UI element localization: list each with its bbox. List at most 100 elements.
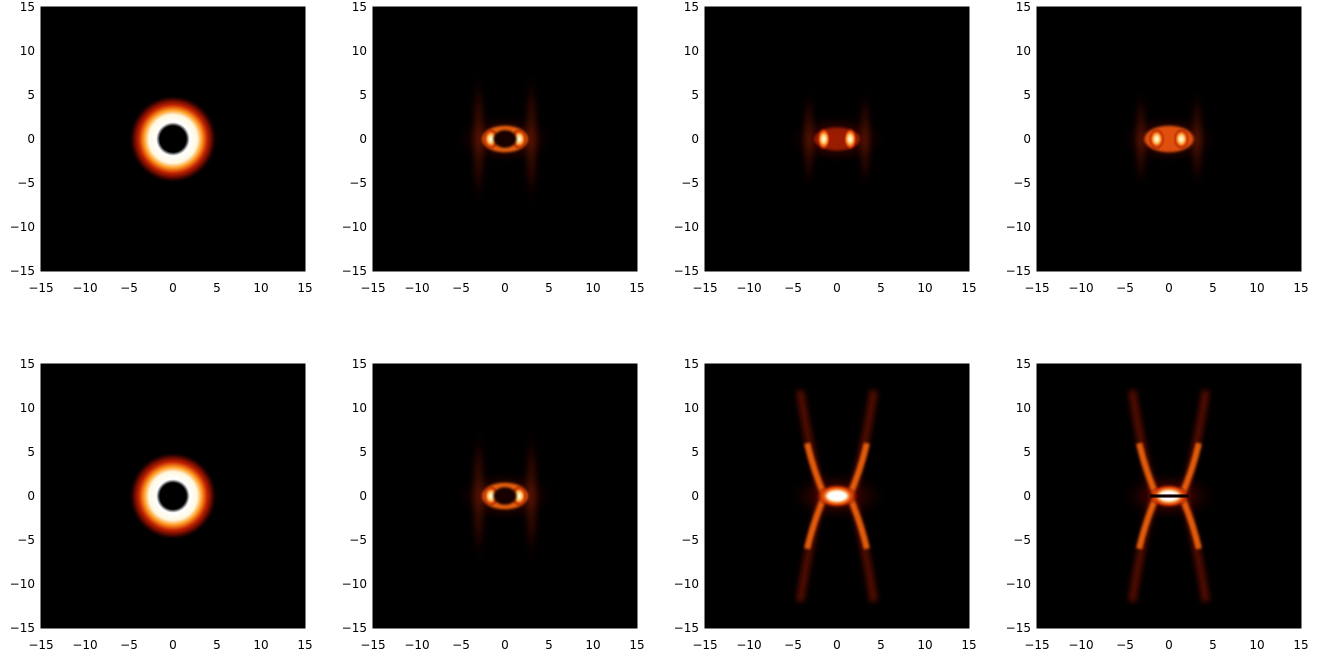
streak-mark bbox=[1190, 86, 1205, 192]
y-tick-label: 15 bbox=[352, 357, 367, 371]
x-tick-label: 15 bbox=[297, 638, 312, 652]
streak-mark bbox=[1133, 86, 1148, 192]
y-tick-label: −15 bbox=[10, 621, 35, 635]
hot-spot-mark bbox=[483, 128, 499, 150]
x-tick-label: −10 bbox=[72, 638, 97, 652]
ring-mark bbox=[129, 95, 217, 183]
y-tick-label: −15 bbox=[674, 621, 699, 635]
y-tick-label: 15 bbox=[352, 0, 367, 14]
y-tick-label: 10 bbox=[684, 401, 699, 415]
hot-spot-mark bbox=[483, 485, 499, 507]
x-tick-label: −5 bbox=[1116, 638, 1134, 652]
heatmap-area bbox=[41, 364, 305, 628]
y-tick-label: −15 bbox=[342, 264, 367, 278]
x-tick-label: 5 bbox=[213, 281, 221, 295]
hot-spot-mark bbox=[511, 128, 527, 150]
heatmap-area bbox=[373, 364, 637, 628]
y-tick-label: 5 bbox=[1023, 88, 1031, 102]
x-tick-label: 0 bbox=[169, 281, 177, 295]
x-tick-label: 0 bbox=[501, 281, 509, 295]
x-tick-label: 5 bbox=[1209, 281, 1217, 295]
ticks bbox=[372, 6, 638, 272]
x-tick-label: −5 bbox=[452, 638, 470, 652]
x-tick-label: 15 bbox=[297, 281, 312, 295]
y-tick-label: 10 bbox=[684, 44, 699, 58]
x-tick-label: −10 bbox=[404, 638, 429, 652]
y-tick-label: 0 bbox=[1023, 132, 1031, 146]
streak-mark bbox=[801, 86, 816, 192]
y-tick-label: 15 bbox=[684, 0, 699, 14]
hot-spot-mark bbox=[511, 485, 527, 507]
y-tick-label: 15 bbox=[684, 357, 699, 371]
x-tick-label: −5 bbox=[452, 281, 470, 295]
y-tick-label: 5 bbox=[359, 445, 367, 459]
y-tick-label: 15 bbox=[1016, 357, 1031, 371]
x-tick-label: 0 bbox=[1165, 281, 1173, 295]
x-tick-label: −10 bbox=[736, 281, 761, 295]
y-tick-label: 10 bbox=[20, 401, 35, 415]
core-mark bbox=[826, 490, 848, 502]
x-tick-label: 15 bbox=[629, 281, 644, 295]
x-tick-label: 10 bbox=[585, 281, 600, 295]
lobe-mark bbox=[816, 127, 831, 151]
ticks bbox=[704, 6, 970, 272]
y-tick-label: −5 bbox=[1013, 176, 1031, 190]
y-tick-label: 0 bbox=[27, 132, 35, 146]
x-tick-label: 10 bbox=[917, 638, 932, 652]
x-tick-label: 0 bbox=[1165, 638, 1173, 652]
ring-mark bbox=[129, 452, 217, 540]
x-tick-label: −15 bbox=[692, 281, 717, 295]
x-tick-label: 10 bbox=[1249, 281, 1264, 295]
y-tick-label: 15 bbox=[20, 357, 35, 371]
panel-6: −15 −10 −5 0 5 10 15 15 10 5 0 −5 −10 −15 bbox=[342, 357, 645, 652]
lobe-mark bbox=[1148, 128, 1165, 150]
heatmap-area bbox=[705, 7, 969, 271]
y-tick-label: −10 bbox=[342, 220, 367, 234]
x-tick-label: −5 bbox=[784, 281, 802, 295]
x-tick-label: 15 bbox=[961, 638, 976, 652]
y-tick-label: −15 bbox=[674, 264, 699, 278]
ticks bbox=[40, 363, 306, 629]
heatmap-area bbox=[705, 364, 969, 628]
x-tick-label: −15 bbox=[692, 638, 717, 652]
x-tick-label: −15 bbox=[360, 281, 385, 295]
y-tick-label: 10 bbox=[1016, 401, 1031, 415]
y-tick-label: 10 bbox=[352, 401, 367, 415]
ticks bbox=[40, 6, 306, 272]
x-tick-label: 10 bbox=[253, 638, 268, 652]
y-tick-label: 0 bbox=[27, 489, 35, 503]
y-tick-label: 0 bbox=[359, 132, 367, 146]
x-tick-label: 10 bbox=[585, 638, 600, 652]
y-tick-label: −5 bbox=[681, 176, 699, 190]
y-tick-label: −10 bbox=[674, 220, 699, 234]
streak-mark bbox=[523, 68, 540, 210]
y-tick-label: 5 bbox=[27, 445, 35, 459]
x-tick-label: −10 bbox=[736, 638, 761, 652]
y-tick-label: 5 bbox=[691, 445, 699, 459]
y-tick-label: −5 bbox=[349, 533, 367, 547]
y-tick-label: 10 bbox=[1016, 44, 1031, 58]
x-tick-label: −5 bbox=[784, 638, 802, 652]
x-tick-label: 10 bbox=[253, 281, 268, 295]
x-tick-label: 0 bbox=[833, 638, 841, 652]
y-tick-label: 10 bbox=[352, 44, 367, 58]
panel-2: −15 −10 −5 0 5 10 15 15 10 5 0 −5 −10 −15 bbox=[342, 0, 645, 295]
x-tick-label: −10 bbox=[1068, 281, 1093, 295]
panel-5: −15 −10 −5 0 5 10 15 15 10 5 0 −5 −10 −15 bbox=[10, 357, 313, 652]
y-tick-label: 0 bbox=[359, 489, 367, 503]
heatmap-area bbox=[41, 7, 305, 271]
y-tick-label: −10 bbox=[1006, 220, 1031, 234]
x-tick-label: −5 bbox=[120, 281, 138, 295]
y-tick-label: 5 bbox=[359, 88, 367, 102]
x-tick-label: 0 bbox=[501, 638, 509, 652]
x-tick-label: −15 bbox=[1024, 281, 1049, 295]
y-tick-label: 15 bbox=[1016, 0, 1031, 14]
ticks bbox=[372, 363, 638, 629]
y-tick-label: −5 bbox=[17, 533, 35, 547]
x-tick-label: 5 bbox=[213, 638, 221, 652]
y-tick-label: −15 bbox=[342, 621, 367, 635]
panel-7: −15 −10 −5 0 5 10 15 15 10 5 0 −5 −10 −15 bbox=[674, 357, 977, 652]
y-tick-label: 0 bbox=[1023, 489, 1031, 503]
streak-mark bbox=[470, 68, 487, 210]
